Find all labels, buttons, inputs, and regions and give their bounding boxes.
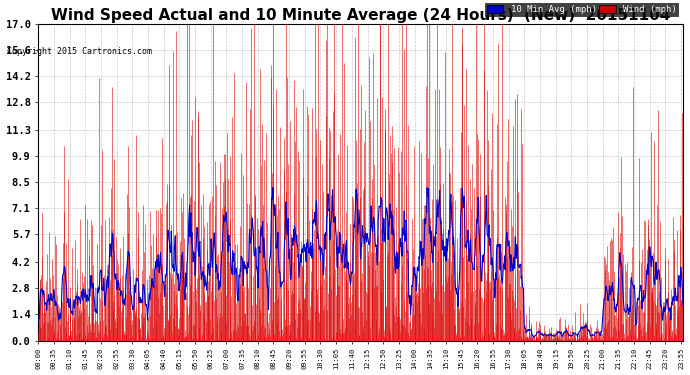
Title: Wind Speed Actual and 10 Minute Average (24 Hours)  (New)  20151104: Wind Speed Actual and 10 Minute Average … [51,8,670,23]
Legend: 10 Min Avg (mph), Wind (mph): 10 Min Avg (mph), Wind (mph) [485,3,678,16]
Text: Copyright 2015 Cartronics.com: Copyright 2015 Cartronics.com [7,47,152,56]
